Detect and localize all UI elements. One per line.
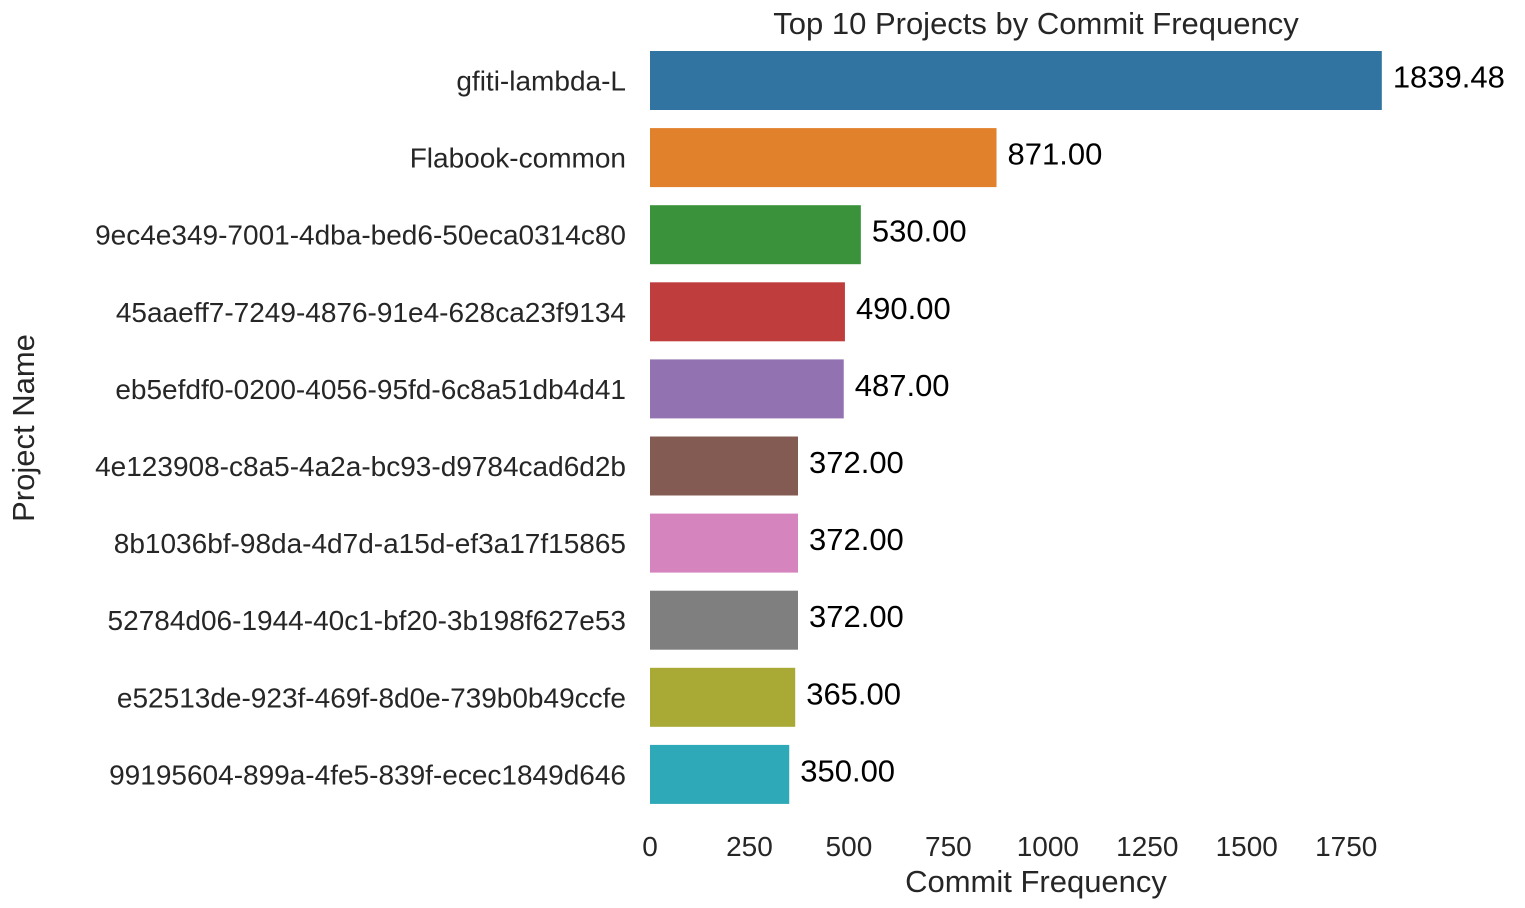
bars-group	[650, 51, 1382, 804]
x-tick-label: 750	[925, 831, 972, 862]
bar	[650, 744, 790, 804]
value-label: 372.00	[809, 445, 904, 480]
y-tick-label: 8b1036bf-98da-4d7d-a15d-ef3a17f15865	[114, 528, 626, 559]
x-tick-label: 1500	[1216, 831, 1278, 862]
y-tick-label: eb5efdf0-0200-4056-95fd-6c8a51db4d41	[115, 374, 626, 405]
value-label: 490.00	[856, 291, 951, 326]
x-tick-label: 250	[726, 831, 773, 862]
y-tick-label: e52513de-923f-469f-8d0e-739b0b49ccfe	[117, 682, 626, 713]
bar	[650, 128, 997, 188]
chart-title: Top 10 Projects by Commit Frequency	[773, 6, 1299, 41]
bar	[650, 51, 1382, 110]
y-tick-label: Flabook-common	[410, 143, 626, 174]
value-labels: 1839.48 871.00 530.00 490.00 487.00 372.00 372…	[800, 60, 1505, 789]
value-label: 487.00	[855, 368, 950, 403]
bar	[650, 282, 845, 342]
value-label: 530.00	[872, 214, 967, 249]
y-tick-label: 9ec4e349-7001-4dba-bed6-50eca0314c80	[95, 220, 626, 251]
bar	[650, 359, 844, 419]
x-tick-label: 500	[826, 831, 873, 862]
y-tick-label: gfiti-lambda-L	[456, 66, 626, 97]
bar	[650, 590, 798, 650]
y-tick-label: 4e123908-c8a5-4a2a-bc93-d9784cad6d2b	[95, 451, 626, 482]
x-tick-label: 1750	[1315, 831, 1377, 862]
x-axis-label: Commit Frequency	[905, 864, 1167, 899]
x-tick-label: 1250	[1116, 831, 1178, 862]
y-tick-label: 52784d06-1944-40c1-bf20-3b198f627e53	[108, 605, 626, 636]
value-label: 372.00	[809, 522, 904, 557]
x-tick-label: 0	[642, 831, 658, 862]
y-tick-labels: gfiti-lambda-L Flabook-common 9ec4e349-700…	[95, 66, 626, 791]
bar	[650, 667, 796, 727]
x-tick-labels: 0 250 500 750 1000 1250 1500 1750	[642, 831, 1377, 862]
y-tick-label: 45aaeff7-7249-4876-91e4-628ca23f9134	[116, 297, 626, 328]
bar	[650, 205, 861, 265]
value-label: 1839.48	[1393, 60, 1505, 95]
y-tick-label: 99195604-899a-4fe5-839f-ecec1849d646	[109, 759, 626, 790]
bar	[650, 513, 798, 573]
bar	[650, 436, 798, 496]
x-tick-label: 1000	[1017, 831, 1079, 862]
value-label: 350.00	[800, 753, 895, 788]
value-label: 372.00	[809, 599, 904, 634]
value-label: 365.00	[806, 676, 901, 711]
y-axis-label: Project Name	[6, 334, 41, 522]
value-label: 871.00	[1008, 137, 1103, 172]
